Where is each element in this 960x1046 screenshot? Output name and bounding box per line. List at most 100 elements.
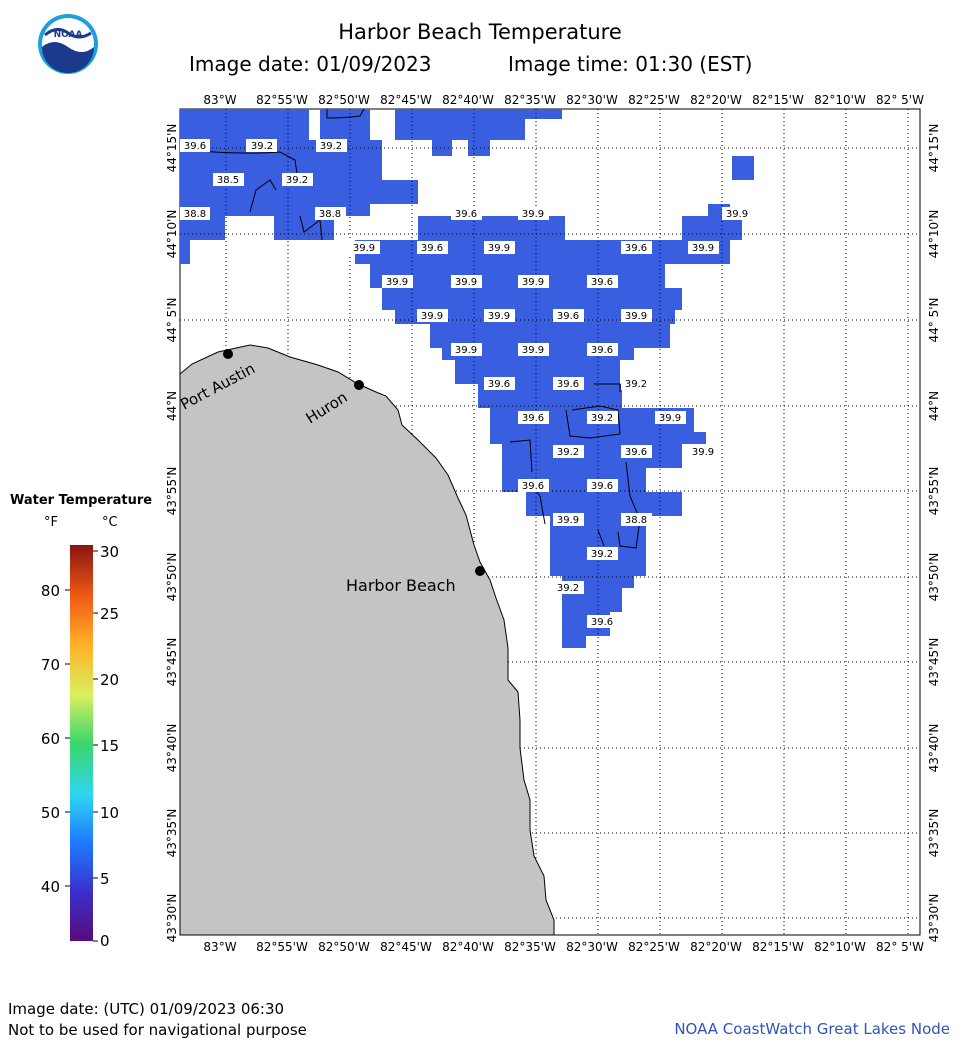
- temp-label: 39.9: [522, 345, 544, 356]
- temp-label: 39.9: [522, 209, 544, 220]
- temp-label: 39.6: [591, 277, 613, 288]
- footer-utc-date: Image date: (UTC) 01/09/2023 06:30: [8, 1000, 285, 1018]
- longitude-labels-top: 83°W 82°55'W 82°50'W 82°45'W 82°40'W 82°…: [203, 93, 924, 107]
- lon-label: 82°25'W: [628, 940, 680, 954]
- temp-label: 39.6: [557, 311, 579, 322]
- lon-label: 82° 5'W: [876, 940, 924, 954]
- lon-label: 82°40'W: [442, 93, 494, 107]
- temp-label: 39.9: [625, 311, 647, 322]
- c-tick: 20: [100, 671, 119, 689]
- lat-label: 44° 5'N: [165, 298, 179, 343]
- lon-label: 83°W: [203, 93, 236, 107]
- lon-label: 82°55'W: [256, 93, 308, 107]
- temp-label: 38.5: [217, 175, 239, 186]
- temp-label: 39.2: [320, 141, 342, 152]
- harbor-beach-marker: [475, 566, 485, 576]
- celsius-ticks: 30 25 20 15 10 5 0: [100, 543, 119, 950]
- svg-text:NOAA: NOAA: [54, 30, 83, 40]
- color-scale-bar: [70, 545, 93, 941]
- fahrenheit-ticks: 80 70 60 50 40: [41, 582, 60, 896]
- temp-label: 39.2: [625, 379, 647, 390]
- lon-label: 82°25'W: [628, 93, 680, 107]
- footer-disclaimer: Not to be used for navigational purpose: [8, 1021, 307, 1039]
- lat-label: 44°10'N: [165, 210, 179, 259]
- image-time: Image time: 01:30 (EST): [508, 52, 753, 76]
- lat-label: 44°N: [165, 391, 179, 421]
- lon-label: 82°45'W: [380, 940, 432, 954]
- temp-label: 39.9: [421, 311, 443, 322]
- c-tick: 30: [100, 543, 119, 561]
- temp-label: 39.2: [557, 447, 579, 458]
- f-tick: 60: [41, 730, 60, 748]
- c-tick: 10: [100, 804, 119, 822]
- temp-label: 39.9: [522, 277, 544, 288]
- image-date: Image date: 01/09/2023: [189, 52, 432, 76]
- lat-label: 44°15'N: [165, 124, 179, 173]
- temp-label: 39.2: [557, 583, 579, 594]
- lon-label: 82°30'W: [566, 940, 618, 954]
- lat-label: 43°40'N: [165, 724, 179, 773]
- lat-label: 43°35'N: [927, 809, 941, 858]
- latitude-labels-left: 44°15'N 44°10'N 44° 5'N 44°N 43°55'N 43°…: [165, 124, 179, 943]
- lon-label: 82° 5'W: [876, 93, 924, 107]
- temp-label: 39.9: [488, 243, 510, 254]
- temp-label: 39.6: [591, 617, 613, 628]
- lat-label: 43°30'N: [165, 894, 179, 943]
- temp-label: 39.6: [591, 481, 613, 492]
- lat-label: 44° 5'N: [927, 298, 941, 343]
- f-tick: 80: [41, 582, 60, 600]
- place-label-harbor-beach: Harbor Beach: [346, 576, 456, 595]
- legend-unit-c: °C: [102, 515, 118, 530]
- temp-label: 39.2: [591, 549, 613, 560]
- temp-label: 39.9: [386, 277, 408, 288]
- legend-title: Water Temperature: [10, 493, 153, 508]
- lon-label: 82°40'W: [442, 940, 494, 954]
- temp-label: 39.9: [488, 311, 510, 322]
- temp-label: 38.8: [625, 515, 647, 526]
- lat-label: 43°55'N: [927, 467, 941, 516]
- lon-label: 82°35'W: [504, 93, 556, 107]
- latitude-labels-right: 44°15'N 44°10'N 44° 5'N 44°N 43°55'N 43°…: [927, 124, 941, 943]
- temp-label: 39.6: [488, 379, 510, 390]
- temp-label: 39.9: [692, 447, 714, 458]
- lat-label: 43°45'N: [927, 638, 941, 687]
- lon-label: 82°10'W: [814, 940, 866, 954]
- lat-label: 43°35'N: [165, 809, 179, 858]
- temp-label: 39.6: [625, 243, 647, 254]
- land-mass: [179, 344, 555, 936]
- temp-label: 39.6: [184, 141, 206, 152]
- temp-label: 39.6: [455, 209, 477, 220]
- temp-label: 39.9: [455, 345, 477, 356]
- temp-label: 39.6: [591, 345, 613, 356]
- lat-label: 43°45'N: [165, 638, 179, 687]
- f-tick: 40: [41, 878, 60, 896]
- temperature-label-boxes: [180, 139, 753, 628]
- c-tick: 0: [100, 932, 110, 950]
- temp-label: 38.8: [184, 209, 206, 220]
- lon-label: 82°50'W: [318, 940, 370, 954]
- lat-label: 43°50'N: [165, 553, 179, 602]
- lat-label: 43°40'N: [927, 724, 941, 773]
- lat-label: 43°50'N: [927, 553, 941, 602]
- f-tick: 70: [41, 656, 60, 674]
- temp-label: 39.9: [455, 277, 477, 288]
- temp-label: 39.9: [557, 515, 579, 526]
- color-scale-ticks: [65, 550, 98, 942]
- lon-label: 82°45'W: [380, 93, 432, 107]
- temp-label: 39.9: [726, 209, 748, 220]
- noaa-logo-icon: NOAA: [37, 13, 99, 79]
- lon-label: 82°35'W: [504, 940, 556, 954]
- temp-label: 39.6: [421, 243, 443, 254]
- longitude-labels-bottom: 83°W 82°55'W 82°50'W 82°45'W 82°40'W 82°…: [203, 940, 924, 954]
- lat-label: 44°N: [927, 391, 941, 421]
- huron-marker: [354, 380, 364, 390]
- f-tick: 50: [41, 804, 60, 822]
- map-title: Harbor Beach Temperature: [338, 20, 622, 44]
- water-temperature-area: [180, 109, 754, 648]
- temp-label: 39.2: [286, 175, 308, 186]
- temp-label: 39.2: [591, 413, 613, 424]
- lat-label: 43°30'N: [927, 894, 941, 943]
- lon-label: 82°15'W: [752, 940, 804, 954]
- c-tick: 5: [100, 870, 110, 888]
